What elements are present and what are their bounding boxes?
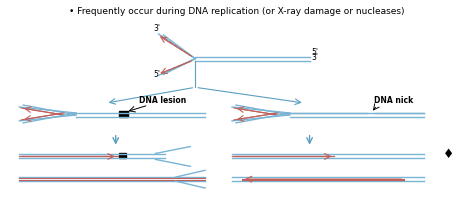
Text: 5': 5' [311, 48, 319, 57]
Text: 3': 3' [154, 24, 161, 33]
Bar [118, 153, 126, 158]
Bar [118, 111, 128, 117]
Text: 5': 5' [154, 70, 161, 79]
Text: ♦: ♦ [443, 148, 455, 161]
Text: DNA nick: DNA nick [374, 96, 413, 105]
Text: • Frequently occur during DNA replication (or X-ray damage or nucleases): • Frequently occur during DNA replicatio… [69, 7, 405, 16]
Text: 3': 3' [311, 53, 319, 62]
Text: DNA lesion: DNA lesion [138, 96, 186, 105]
